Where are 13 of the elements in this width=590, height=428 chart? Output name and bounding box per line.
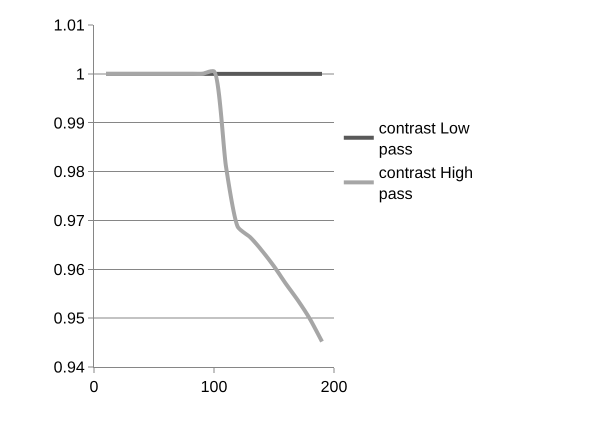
line-series xyxy=(104,69,324,344)
y-tick-label: 1 xyxy=(76,66,85,84)
y-tick-label: 0.94 xyxy=(54,360,85,377)
x-tick-label: 100 xyxy=(200,379,228,396)
x-tick-label: 0 xyxy=(90,379,99,396)
y-tick-label: 0.95 xyxy=(54,310,85,328)
y-tick-label: 0.99 xyxy=(54,115,85,132)
y-tick-label: 0.97 xyxy=(54,213,85,230)
y-tick-label: 0.98 xyxy=(54,164,85,182)
y-tick-label: 1.01 xyxy=(54,18,85,35)
x-tick-label: 200 xyxy=(320,379,348,396)
legend-label: contrast High pass xyxy=(378,165,474,204)
y-tick-label: 0.96 xyxy=(54,262,85,279)
